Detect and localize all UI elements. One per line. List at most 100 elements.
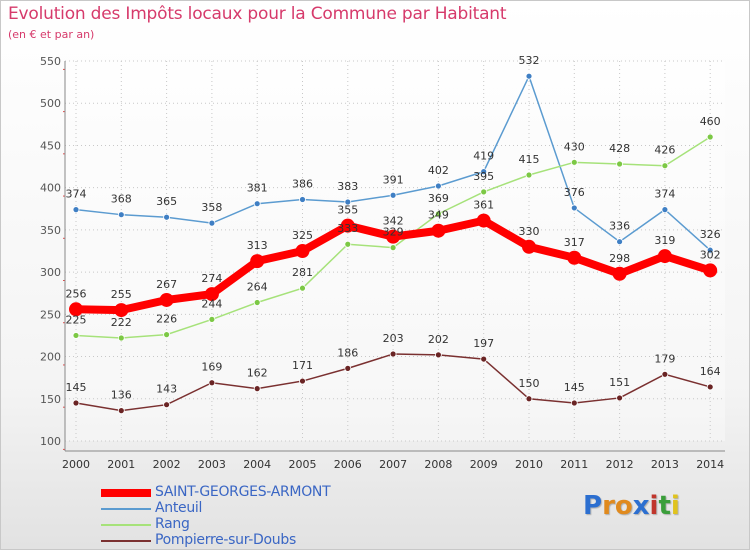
data-label: 368	[111, 193, 132, 206]
data-point	[389, 191, 397, 199]
data-point	[72, 399, 80, 407]
data-label: 274	[201, 272, 222, 285]
data-label: 222	[111, 316, 132, 329]
data-label: 264	[247, 281, 268, 294]
data-label: 171	[292, 359, 313, 372]
data-label: 326	[700, 228, 721, 241]
data-label: 150	[519, 377, 540, 390]
data-label: 336	[609, 220, 630, 233]
data-point	[299, 196, 306, 203]
y-tick-label: 450	[40, 139, 61, 152]
x-tick-label: 2005	[289, 458, 317, 471]
x-tick-label: 2008	[424, 458, 452, 471]
logo-letter: o	[614, 491, 633, 521]
data-label: 164	[700, 365, 721, 378]
data-label: 267	[156, 278, 177, 291]
proxiti-logo: Proxiti	[583, 491, 680, 521]
plot-area	[65, 61, 725, 441]
x-tick-label: 2000	[62, 458, 90, 471]
data-label: 203	[383, 332, 404, 345]
data-label: 319	[654, 234, 675, 247]
legend-label: SAINT-GEORGES-ARMONT	[155, 484, 331, 500]
x-tick-label: 2004	[243, 458, 271, 471]
data-label: 255	[111, 288, 132, 301]
data-label: 349	[428, 209, 449, 222]
data-label: 361	[473, 199, 494, 212]
data-point	[295, 244, 310, 258]
data-point	[208, 219, 216, 227]
data-label: 386	[292, 177, 313, 190]
legend-swatch	[101, 489, 151, 497]
data-label: 197	[473, 337, 494, 350]
data-label: 430	[564, 140, 585, 153]
data-label: 381	[247, 182, 268, 195]
data-label: 143	[156, 383, 177, 396]
data-point	[163, 331, 171, 339]
data-label: 391	[383, 173, 404, 186]
data-point	[163, 401, 171, 409]
x-tick-label: 2010	[515, 458, 543, 471]
data-point	[117, 407, 125, 415]
chart-subtitle: (en € et par an)	[8, 28, 95, 41]
legend-label: Rang	[155, 516, 190, 532]
y-tick-label: 200	[40, 351, 61, 364]
data-point	[299, 284, 306, 292]
x-tick-label: 2012	[606, 458, 634, 471]
data-point	[612, 266, 627, 281]
data-label: 358	[201, 201, 222, 214]
logo-letter: i	[649, 491, 659, 521]
x-tick-label: 2002	[153, 458, 181, 471]
data-label: 374	[66, 188, 87, 201]
data-point	[661, 370, 669, 378]
data-label: 342	[383, 215, 404, 228]
data-point	[204, 287, 219, 302]
data-point	[570, 204, 578, 212]
x-tick-label: 2014	[696, 458, 724, 471]
data-label: 179	[654, 352, 675, 365]
y-tick-label: 150	[40, 393, 61, 406]
legend-swatch	[101, 524, 151, 526]
data-point	[340, 218, 355, 233]
y-tick-label: 250	[40, 308, 61, 321]
x-tick-label: 2003	[198, 458, 226, 471]
data-point	[480, 355, 488, 363]
legend-swatch	[101, 540, 151, 542]
data-label: 225	[66, 313, 87, 326]
data-label: 302	[700, 248, 721, 261]
data-point	[434, 182, 442, 190]
y-tick-label: 400	[40, 182, 61, 195]
data-label: 151	[609, 376, 630, 389]
y-tick-label: 350	[40, 224, 61, 237]
data-point	[344, 364, 352, 372]
data-label: 281	[292, 266, 313, 279]
legend-label: Pompierre-sur-Doubs	[155, 532, 296, 548]
y-tick-label: 500	[40, 97, 61, 110]
data-point	[706, 246, 714, 254]
data-label: 313	[247, 239, 268, 252]
data-label: 428	[609, 142, 630, 155]
data-point	[253, 385, 261, 393]
x-tick-label: 2001	[107, 458, 135, 471]
chart-title: Evolution des Impôts locaux pour la Comm…	[8, 4, 507, 24]
data-point	[480, 168, 488, 176]
data-point	[525, 171, 533, 179]
data-point	[706, 383, 714, 391]
data-point	[299, 377, 306, 385]
data-point	[386, 229, 401, 244]
x-tick-label: 2013	[651, 458, 679, 471]
data-point	[616, 160, 623, 168]
data-label: 374	[654, 188, 675, 201]
data-point	[522, 239, 536, 254]
data-point	[703, 263, 718, 278]
x-tick-label: 2007	[379, 458, 407, 471]
logo-letter: P	[583, 491, 603, 521]
data-label: 226	[156, 313, 177, 326]
logo-letter: x	[632, 491, 650, 521]
data-label: 402	[428, 164, 449, 177]
data-point	[208, 379, 216, 387]
data-label: 355	[337, 204, 358, 217]
data-label: 169	[201, 361, 222, 374]
data-point	[434, 210, 442, 218]
data-point	[525, 395, 533, 403]
